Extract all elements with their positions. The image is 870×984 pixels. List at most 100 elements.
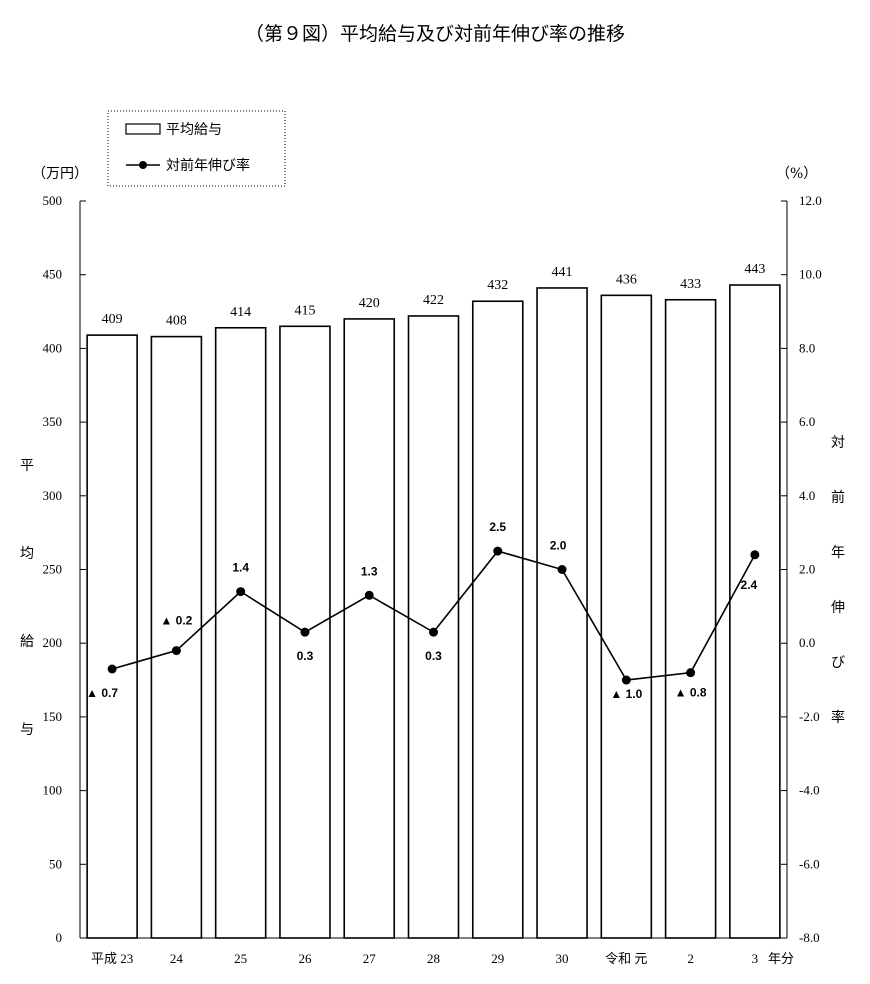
rate-value-label: ▲ 0.2 — [160, 614, 192, 628]
bar-value-label: 420 — [359, 296, 380, 311]
rate-value-label: ▲ 0.8 — [675, 686, 707, 700]
left-tick-label: 300 — [43, 488, 63, 503]
right-axis-unit: （%） — [776, 166, 817, 182]
rate-point — [171, 646, 181, 656]
left-tick-label: 400 — [43, 340, 63, 355]
left-axis-title-char: 給 — [20, 634, 34, 650]
rate-point — [236, 587, 246, 597]
right-axis-title-char: 対 — [831, 435, 845, 451]
x-tick-label: 3 — [752, 951, 759, 966]
left-axis-title-char: 均 — [20, 546, 34, 562]
right-axis-title-char: 率 — [831, 709, 845, 726]
bar-value-label: 415 — [294, 303, 315, 318]
x-tick-label: 令和 元 — [605, 951, 647, 966]
bar-value-label: 409 — [102, 312, 123, 327]
rate-point — [107, 664, 117, 674]
right-tick-label: 10.0 — [799, 267, 822, 282]
bar-value-label: 443 — [744, 262, 765, 277]
bar — [664, 298, 717, 939]
bar — [150, 335, 203, 939]
bar — [407, 315, 460, 939]
right-tick-label: 4.0 — [799, 488, 815, 503]
x-axis-unit: 年分 — [768, 951, 794, 966]
bar-series — [86, 284, 781, 939]
rate-value-labels: ▲ 0.7 ▲ 0.2 1.4 0.3 1.3 0.3 2.5 2.0 ▲ 1.0 ▲ 0.8 2.… — [86, 520, 757, 701]
x-tick-label: 26 — [298, 951, 312, 966]
left-axis-unit: （万円） — [32, 166, 88, 182]
bar — [214, 326, 267, 939]
rate-value-label: 0.3 — [297, 649, 314, 663]
left-tick-label: 350 — [43, 414, 63, 429]
right-axis-title-char: び — [831, 655, 845, 671]
rate-point — [493, 546, 503, 556]
rate-value-label: 2.0 — [550, 539, 567, 553]
right-tick-label: -8.0 — [799, 930, 820, 945]
right-axis-title-char: 伸 — [831, 600, 845, 616]
rate-line-series — [107, 546, 760, 685]
bar-value-label: 432 — [487, 278, 508, 293]
x-axis-labels: 平成 23 24 25 26 27 28 29 30 令和 元 2 3 — [91, 951, 758, 966]
rate-point — [621, 675, 631, 685]
rate-point — [300, 627, 310, 637]
rate-point — [557, 565, 567, 574]
rate-point — [686, 668, 696, 678]
x-tick-label: 28 — [427, 951, 440, 966]
right-axis-title-char: 前 — [831, 489, 845, 506]
left-tick-label: 250 — [43, 562, 63, 577]
right-axis-title-char: 年 — [831, 545, 845, 561]
right-tick-label: 12.0 — [799, 193, 822, 208]
left-tick-label: 450 — [43, 267, 63, 282]
right-tick-label: -6.0 — [799, 856, 820, 871]
rate-value-label: 2.5 — [489, 520, 506, 534]
bar-value-label: 414 — [230, 305, 251, 320]
bar-value-label: 441 — [552, 265, 573, 280]
rate-value-label: ▲ 1.0 — [610, 687, 642, 701]
right-tick-label: 0.0 — [799, 635, 815, 650]
chart-title: （第９図）平均給与及び対前年伸び率の推移 — [245, 23, 625, 45]
rate-point — [364, 590, 374, 600]
left-tick-label: 0 — [56, 930, 63, 945]
bar-value-label: 436 — [616, 272, 637, 287]
x-tick-label: 2 — [687, 951, 694, 966]
x-tick-label: 平成 23 — [91, 951, 133, 966]
legend-line-label: 対前年伸び率 — [166, 157, 250, 174]
left-tick-label: 50 — [49, 856, 62, 871]
right-tick-label: 6.0 — [799, 414, 815, 429]
bar-value-labels: 409 408 414 415 420 422 432 441 436 433 443 — [102, 262, 766, 329]
legend: 平均給与 対前年伸び率 — [107, 110, 286, 187]
left-tick-label: 500 — [43, 193, 63, 208]
rate-value-label: 1.4 — [232, 561, 249, 575]
rate-point — [429, 627, 438, 637]
rate-value-label: 0.3 — [425, 649, 442, 663]
bar — [729, 284, 781, 939]
bar — [471, 300, 524, 939]
right-tick-label: 8.0 — [799, 340, 815, 355]
bar — [536, 287, 588, 939]
left-axis-title-char: 与 — [20, 722, 34, 738]
x-tick-label: 29 — [491, 951, 504, 966]
x-tick-label: 30 — [556, 951, 569, 966]
bar-value-label: 422 — [423, 293, 444, 308]
rate-value-label: 2.4 — [741, 578, 758, 592]
left-tick-label: 200 — [43, 635, 63, 650]
left-axis-title: 平均給与 — [20, 458, 34, 738]
left-axis-title-char: 平 — [20, 458, 34, 474]
bar-value-label: 408 — [166, 314, 187, 329]
left-tick-label: 100 — [43, 783, 63, 798]
rate-point — [750, 550, 760, 560]
right-axis-title: 対前年伸び率 — [831, 435, 845, 726]
legend-bar-swatch — [125, 123, 161, 135]
left-axis-ticks: 0 50 100 150 200 250 300 350 400 450 500 — [43, 193, 86, 945]
right-axis-ticks: -8.0 -6.0 -4.0 -2.0 0.0 2.0 4.0 6.0 8.0 10.0 12.0 — [781, 193, 822, 945]
legend-bar-label: 平均給与 — [166, 122, 222, 138]
legend-line-marker — [139, 161, 147, 169]
rate-value-label: 1.3 — [361, 564, 378, 578]
right-tick-label: -4.0 — [799, 783, 820, 798]
bar — [600, 294, 653, 939]
bar-value-label: 433 — [680, 277, 701, 292]
bar — [86, 334, 138, 939]
right-tick-label: 2.0 — [799, 562, 815, 577]
rate-value-label: ▲ 0.7 — [86, 686, 118, 700]
x-tick-label: 24 — [170, 951, 184, 966]
